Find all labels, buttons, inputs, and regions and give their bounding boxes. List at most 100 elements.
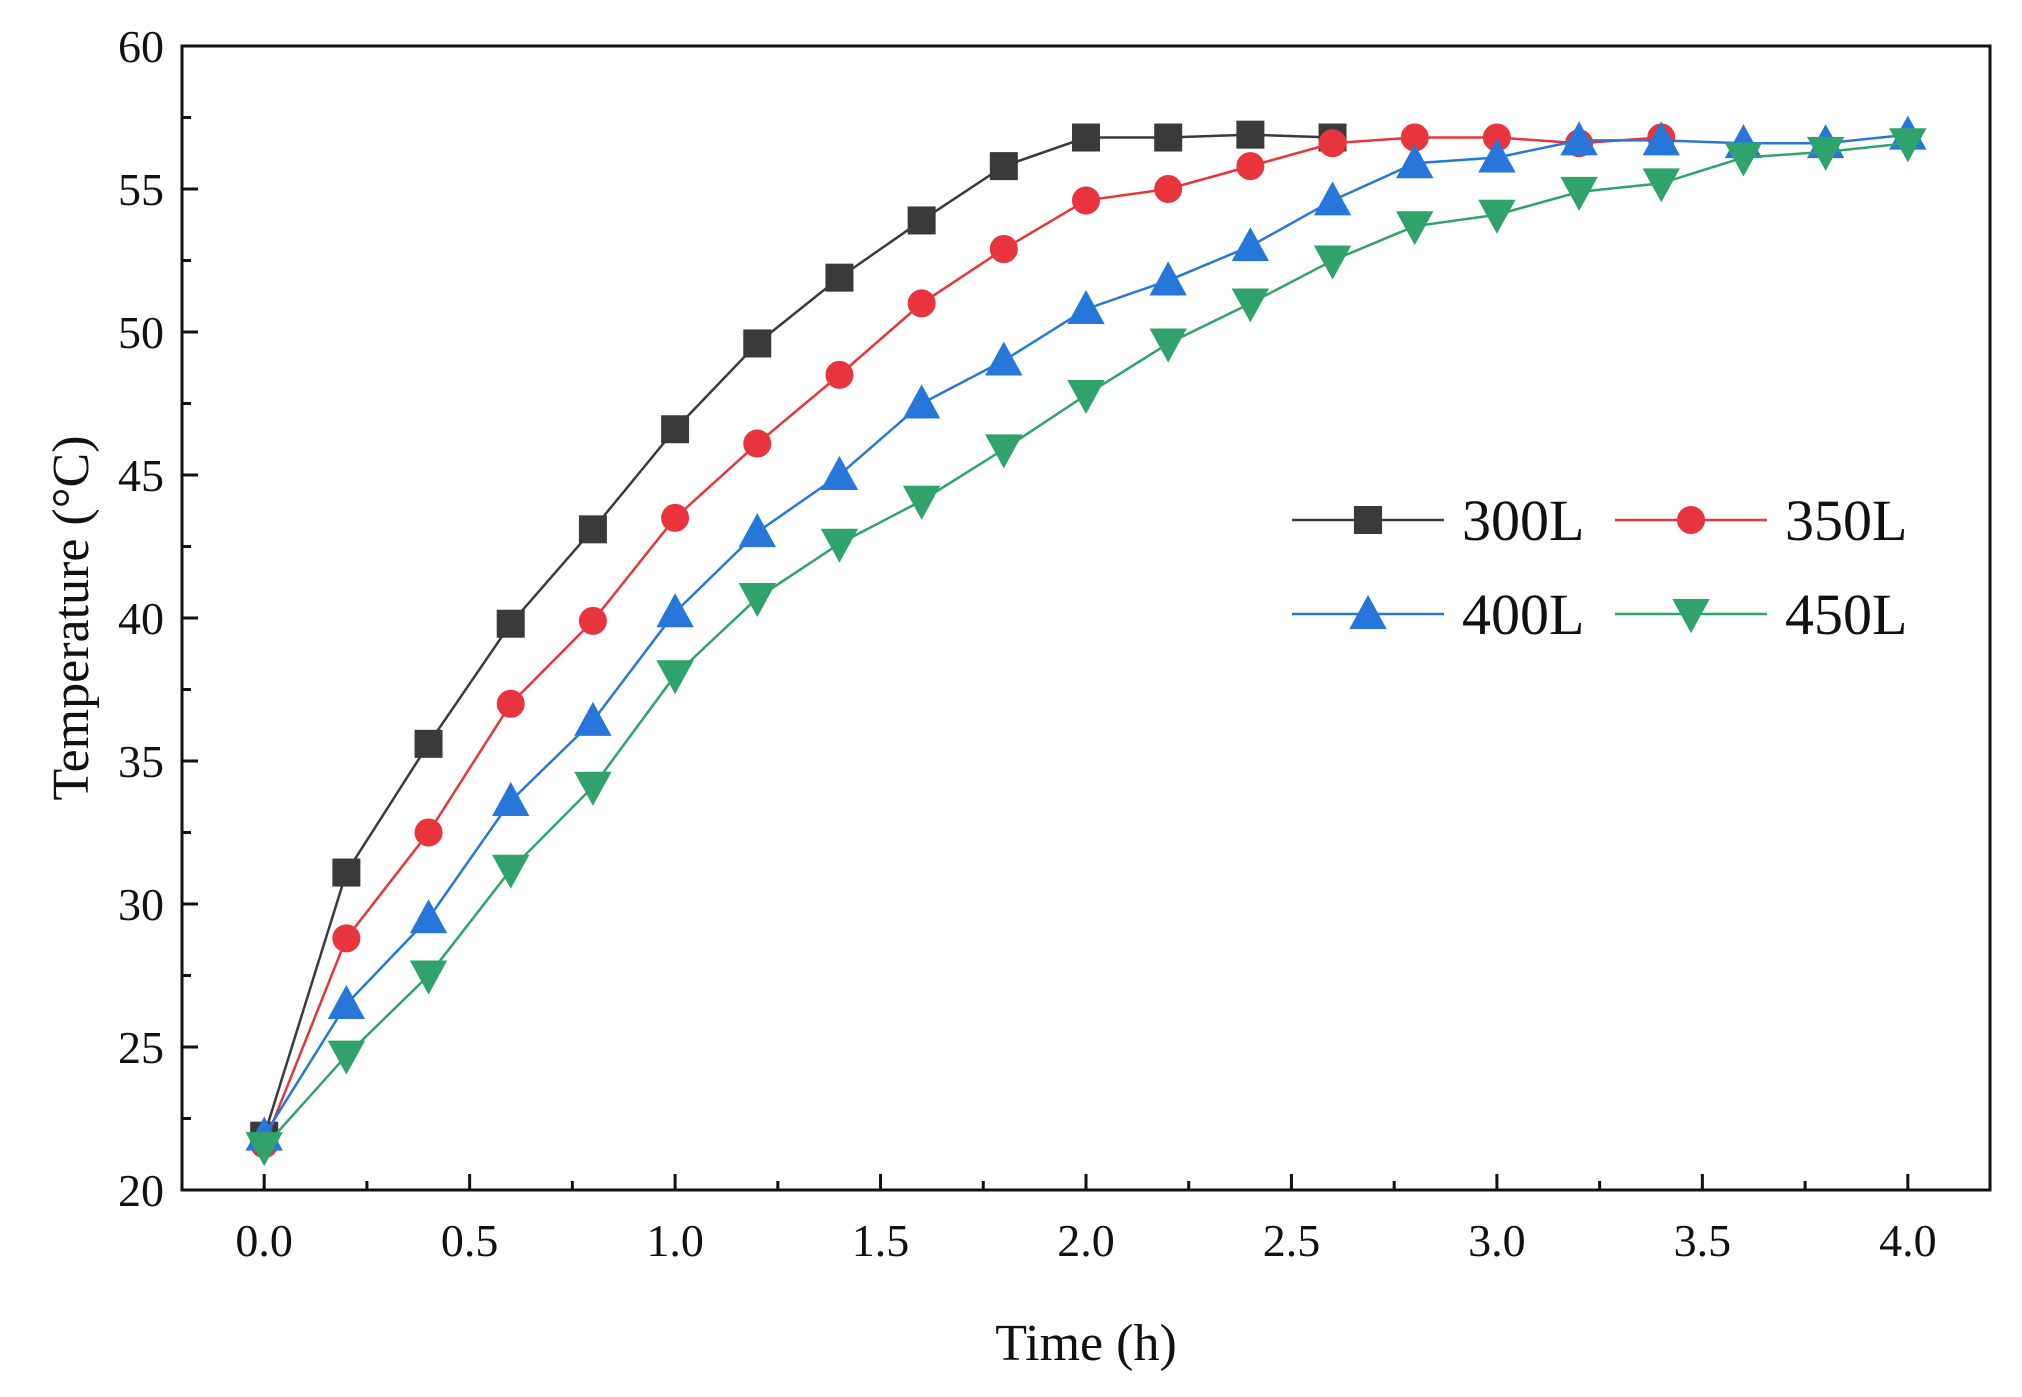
- data-point-350L: [743, 429, 772, 458]
- data-point-300L: [661, 415, 690, 444]
- data-point-450L: [1478, 199, 1516, 234]
- legend-item-450L: 450L: [1615, 582, 1907, 647]
- y-tick-label: 20: [118, 1165, 164, 1216]
- legend-marker-400L: [1349, 594, 1387, 629]
- data-point-350L: [989, 235, 1018, 264]
- data-point-350L: [1072, 186, 1100, 215]
- x-tick-label: 4.0: [1879, 1215, 1937, 1266]
- data-point-400L: [327, 985, 366, 1020]
- legend: 300L 350L 400L 450L: [1292, 488, 1907, 647]
- data-point-450L: [574, 771, 612, 806]
- y-tick-label: 50: [118, 307, 164, 358]
- data-point-400L: [1396, 144, 1434, 179]
- series-layer: [245, 115, 1927, 1167]
- legend-marker-350L: [1677, 506, 1705, 534]
- data-point-450L: [902, 485, 941, 520]
- data-point-300L: [743, 329, 772, 358]
- data-point-450L: [492, 854, 530, 889]
- x-tick-label: 0.0: [235, 1215, 293, 1266]
- x-tick-label: 2.0: [1057, 1215, 1115, 1266]
- legend-label: 450L: [1785, 582, 1907, 647]
- data-point-350L: [825, 360, 854, 389]
- data-point-350L: [578, 606, 607, 635]
- data-point-400L: [574, 701, 612, 736]
- x-tick-label: 1.0: [646, 1215, 704, 1266]
- x-tick-label: 2.5: [1263, 1215, 1321, 1266]
- y-tick-label: 40: [118, 593, 164, 644]
- data-point-300L: [578, 515, 607, 544]
- data-point-400L: [902, 384, 941, 419]
- y-axis-label: Temperature (°C): [43, 435, 100, 800]
- data-point-300L: [332, 858, 361, 887]
- data-point-450L: [820, 528, 859, 563]
- data-point-350L: [1154, 175, 1183, 203]
- data-point-350L: [414, 818, 443, 847]
- series-line-350L: [263, 136, 1662, 1145]
- data-point-450L: [1889, 128, 1927, 163]
- data-point-400L: [656, 593, 694, 628]
- x-tick-label: 3.5: [1674, 1215, 1732, 1266]
- y-tick-label: 60: [118, 21, 164, 72]
- data-point-300L: [414, 729, 443, 758]
- data-point-450L: [1067, 379, 1105, 414]
- data-point-350L: [1236, 152, 1265, 181]
- data-point-450L: [1560, 176, 1598, 211]
- data-point-400L: [1560, 121, 1598, 156]
- legend-item-400L: 400L: [1292, 582, 1584, 647]
- data-point-350L: [332, 924, 361, 953]
- data-point-300L: [1236, 120, 1265, 149]
- x-tick-label: 3.0: [1468, 1215, 1526, 1266]
- series-450L: [245, 128, 1927, 1167]
- data-point-400L: [738, 513, 776, 548]
- data-point-400L: [820, 455, 859, 490]
- y-tick-label: 25: [118, 1022, 164, 1073]
- data-point-400L: [1478, 138, 1516, 173]
- data-point-450L: [1724, 142, 1763, 177]
- data-point-400L: [492, 781, 530, 816]
- data-point-300L: [907, 206, 936, 235]
- legend-item-300L: 300L: [1292, 488, 1584, 553]
- data-point-400L: [409, 899, 448, 934]
- data-point-350L: [496, 689, 525, 718]
- data-point-400L: [1231, 227, 1270, 262]
- legend-label: 300L: [1462, 488, 1584, 553]
- data-point-300L: [1154, 123, 1183, 152]
- data-point-450L: [1806, 136, 1845, 171]
- data-point-400L: [985, 341, 1023, 376]
- data-point-450L: [1313, 245, 1352, 280]
- data-point-450L: [738, 583, 776, 618]
- data-point-450L: [1231, 288, 1270, 323]
- data-point-450L: [1642, 168, 1680, 203]
- plot-frame: [180, 44, 1992, 1192]
- y-axis-ticks: 20 25 30 35 40 45 50 55 60: [118, 21, 198, 1216]
- data-point-400L: [1149, 261, 1187, 296]
- data-point-300L: [989, 152, 1018, 181]
- y-tick-label: 30: [118, 879, 164, 930]
- data-point-450L: [327, 1040, 366, 1075]
- x-tick-label: 0.5: [441, 1215, 499, 1266]
- data-point-400L: [1313, 181, 1352, 216]
- legend-marker-300L: [1354, 506, 1382, 534]
- data-point-450L: [409, 960, 448, 995]
- data-point-300L: [496, 609, 525, 638]
- data-point-450L: [656, 660, 694, 695]
- x-axis-ticks: 0.0 0.5 1.0 1.5 2.0 2.5 3.0 3.5 4.0: [235, 1174, 1937, 1266]
- plot-area: 0.0 0.5 1.0 1.5 2.0 2.5 3.0 3.5 4.0 20 25 30 35 40 45…: [118, 21, 1992, 1266]
- legend-label: 400L: [1462, 582, 1584, 647]
- x-tick-label: 1.5: [852, 1215, 910, 1266]
- data-point-450L: [1149, 328, 1187, 363]
- data-point-350L: [907, 289, 936, 318]
- y-tick-label: 35: [118, 736, 164, 787]
- legend-marker-450L: [1672, 599, 1710, 634]
- legend-item-350L: 350L: [1615, 488, 1907, 553]
- x-axis-label: Time (h): [995, 1315, 1177, 1372]
- y-tick-label: 55: [118, 164, 164, 215]
- data-point-450L: [985, 434, 1023, 469]
- data-point-350L: [1318, 129, 1347, 158]
- data-point-450L: [245, 1132, 283, 1167]
- data-point-350L: [661, 503, 690, 532]
- data-point-300L: [825, 263, 854, 292]
- data-point-400L: [1642, 121, 1680, 156]
- data-point-300L: [1072, 123, 1100, 152]
